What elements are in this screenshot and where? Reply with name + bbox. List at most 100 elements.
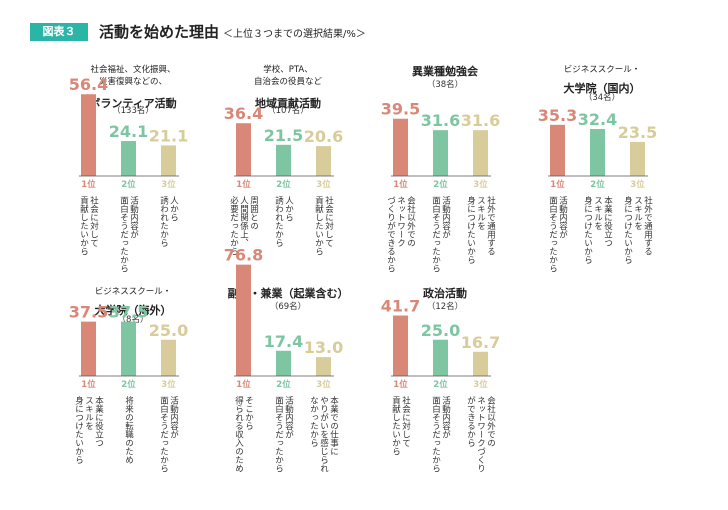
rank-label: 3位 <box>316 379 331 390</box>
category-label: 貢献したいから <box>391 396 401 456</box>
bar-rank-1 <box>81 321 96 376</box>
chart-title-line: ビジネススクール・ <box>564 65 641 75</box>
category-label: 本業に役立つ <box>603 195 613 247</box>
category-label: 人から <box>169 196 179 222</box>
category-label: 活動内容が <box>284 395 294 438</box>
category-label: 誘われたから <box>159 195 169 247</box>
category-label: 面白そうだったから <box>431 396 441 473</box>
category-label: 社外で通用する <box>643 195 653 255</box>
category-label: 面白そうだったから <box>119 196 129 273</box>
category-label: 身につけたいから <box>623 195 633 264</box>
category-label: ネットワーク <box>396 196 406 247</box>
bar-value-label: 17.4 <box>264 332 303 351</box>
rank-label: 2位 <box>590 179 605 190</box>
chart-title-line: 異業種勉強会 <box>412 64 479 78</box>
category-label: 誘われたから <box>274 195 284 247</box>
rank-label: 3位 <box>316 179 331 190</box>
category-label: 活動内容が <box>169 395 179 438</box>
rank-label: 2位 <box>121 379 136 390</box>
category-label: 社外で通用する <box>486 195 496 255</box>
chart-sample-size: （38名） <box>427 79 463 90</box>
category-label: 身につけたいから <box>74 395 84 464</box>
bar-rank-3 <box>473 351 488 376</box>
category-label: 将来の転職のため <box>124 395 134 464</box>
category-label: 身につけたいから <box>466 195 476 264</box>
rank-label: 1位 <box>393 379 408 390</box>
chart-title-line: 自治会の役員など <box>254 76 323 87</box>
category-label: 活動内容が <box>441 195 451 238</box>
bar-value-label: 76.8 <box>224 246 263 265</box>
bar-rank-1 <box>236 123 251 176</box>
chart-sample-size: （34名） <box>584 92 620 103</box>
rank-label: 2位 <box>433 379 448 390</box>
category-label: 社会に対して <box>401 395 411 447</box>
category-label: スキルを <box>633 196 643 230</box>
bar-rank-2 <box>276 350 291 376</box>
rank-label: 3位 <box>630 179 645 190</box>
rank-label: 1位 <box>550 179 565 190</box>
chart-sample-size: （107名） <box>267 105 309 116</box>
category-label: 人間関係上、 <box>239 196 249 247</box>
rank-label: 2位 <box>433 179 448 190</box>
category-label: づくりができるから <box>386 196 396 273</box>
category-label: 会社以外での <box>406 195 416 247</box>
category-label: 本業での仕事に <box>329 395 339 455</box>
chart-sample-size: （8名） <box>118 314 149 325</box>
bar-value-label: 23.5 <box>618 123 657 142</box>
chart-title-line: 社会福祉、文化振興、 <box>90 64 175 75</box>
bar-value-label: 24.1 <box>109 122 148 141</box>
bar-value-label: 25.0 <box>149 321 188 340</box>
rank-label: 2位 <box>276 379 291 390</box>
category-label: スキルを <box>84 396 94 430</box>
category-label: 社会に対して <box>89 195 99 247</box>
bar-value-label: 36.4 <box>224 104 263 123</box>
chart-panel-1: 社会福祉、文化振興、災害復興などの、ボランティア活動（133名） 56.4 1位社会… <box>69 64 188 273</box>
bar-rank-1 <box>550 124 565 176</box>
bar-value-label: 37.5 <box>109 303 148 322</box>
chart-sample-size: （133名） <box>112 105 154 116</box>
category-label: 活動内容が <box>129 195 139 238</box>
category-label: なかったから <box>309 396 319 447</box>
bar-value-label: 39.5 <box>381 100 420 119</box>
category-label: 面白そうだったから <box>274 396 284 473</box>
rank-label: 3位 <box>473 179 488 190</box>
chart-panel-5: ビジネススクール・大学院（海外）（8名）37.51位本業に役立つスキルを身につけ… <box>69 287 188 473</box>
chart-title-line: 政治活動 <box>423 286 467 300</box>
category-label: 得られる収入のため <box>234 395 244 472</box>
rank-label: 2位 <box>276 179 291 190</box>
bar-value-label: 20.6 <box>304 127 343 146</box>
chart-title-line: 災害復興などの、 <box>99 76 167 87</box>
bar-value-label: 35.3 <box>538 106 577 125</box>
bar-rank-2 <box>276 144 291 176</box>
bar-rank-3 <box>161 145 176 176</box>
category-label: 面白そうだったから <box>548 196 558 273</box>
bar-rank-2 <box>121 321 136 376</box>
bar-rank-2 <box>590 129 605 176</box>
rank-label: 3位 <box>161 379 176 390</box>
category-label: 会社以外での <box>486 395 496 447</box>
chart-title-line: 副業・兼業（起業含む） <box>228 286 349 300</box>
bar-value-label: 31.6 <box>461 111 500 130</box>
category-label: 面白そうだったから <box>431 196 441 273</box>
figure-title: 活動を始めた理由 ＜上位３つまでの選択結果/%＞ <box>99 21 366 42</box>
figure-subtitle: ＜上位３つまでの選択結果/%＞ <box>223 29 366 40</box>
bar-value-label: 41.7 <box>381 297 420 316</box>
category-label: 必要だったから <box>229 195 239 255</box>
bar-value-label: 37.5 <box>69 303 108 322</box>
category-label: 貢献したいから <box>79 196 89 256</box>
bar-value-label: 25.0 <box>421 321 460 340</box>
bar-value-label: 56.4 <box>69 75 108 94</box>
bar-value-label: 32.4 <box>578 110 617 129</box>
rank-label: 3位 <box>161 179 176 190</box>
category-label: 活動内容が <box>441 395 451 438</box>
category-label: 面白そうだったから <box>159 396 169 473</box>
category-label: 本業に役立つ <box>94 395 104 447</box>
figure-badge: 図表３ <box>30 23 88 41</box>
chart-sample-size: （69名） <box>270 301 306 312</box>
bar-rank-3 <box>630 141 645 176</box>
chart-title-line: 学校、PTA、 <box>263 64 312 75</box>
category-label: ネットワークづくり <box>476 396 486 473</box>
